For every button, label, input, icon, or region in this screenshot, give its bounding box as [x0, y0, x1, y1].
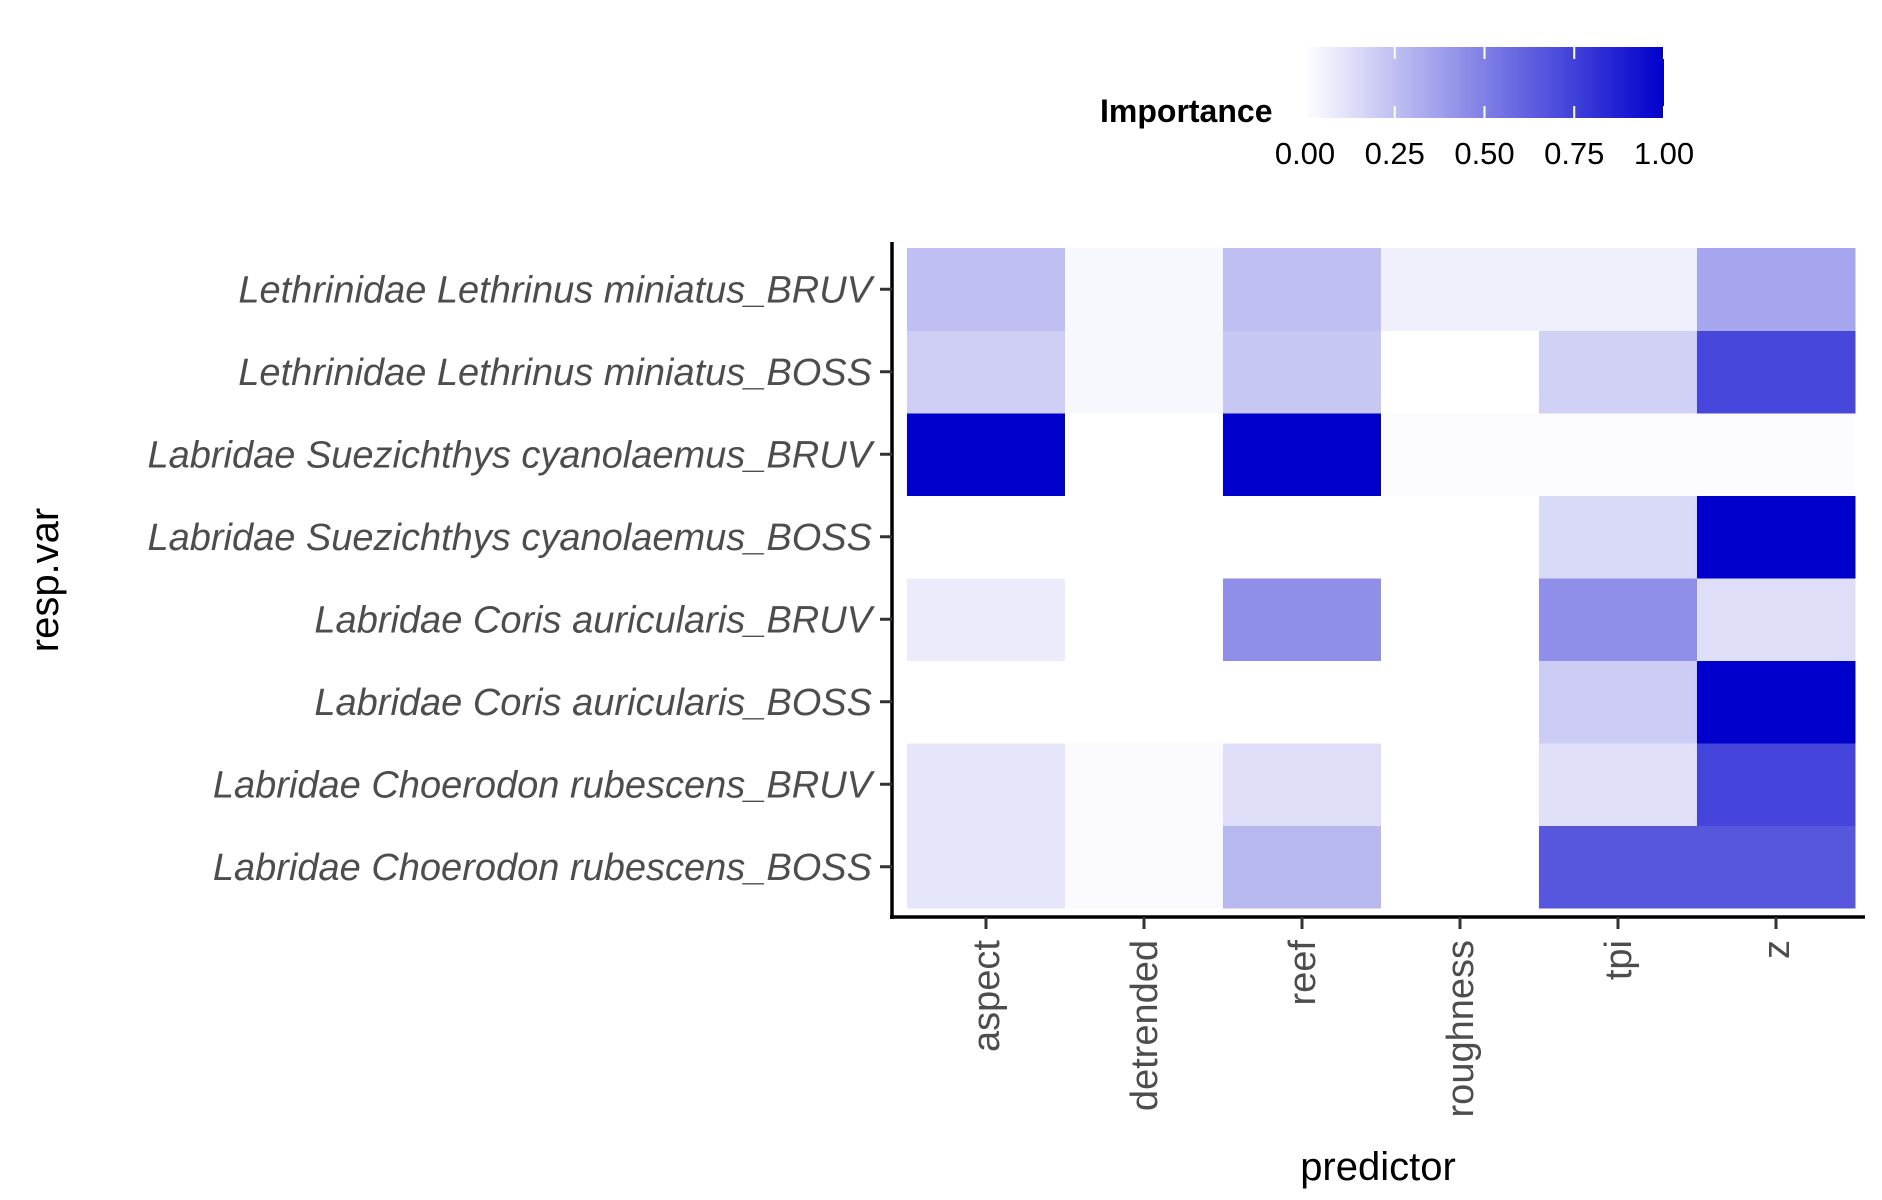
x-tick-label: aspect [966, 940, 1008, 1052]
heatmap-cell [1697, 743, 1856, 826]
y-axis-title: resp.var [23, 508, 67, 653]
y-tick-label: Labridae Coris auricularis_BOSS [314, 682, 872, 724]
y-tick-label: Lethrinidae Lethrinus miniatus_BRUV [238, 269, 875, 311]
heatmap-cell [1065, 660, 1224, 744]
legend-tick-label: 0.50 [1454, 136, 1514, 171]
heatmap-cell [1223, 248, 1382, 331]
heatmap-cell [1697, 248, 1856, 331]
heatmap-cell [1539, 578, 1698, 661]
heatmap-cell [1381, 578, 1540, 661]
x-tick-label: reef [1282, 940, 1324, 1006]
heatmap-cell [1697, 660, 1856, 744]
heatmap-cell [1223, 413, 1382, 496]
heatmap-cell [907, 743, 1066, 826]
heatmap-cell [1539, 413, 1698, 496]
heatmap-cell [1697, 413, 1856, 496]
x-axis-title: predictor [1300, 1145, 1456, 1189]
heatmap-cell [907, 248, 1066, 331]
heatmap-cell [1381, 743, 1540, 826]
x-tick-label: detrended [1124, 940, 1166, 1111]
heatmap-cell [1065, 743, 1224, 826]
y-tick-label: Lethrinidae Lethrinus miniatus_BOSS [238, 352, 872, 394]
heatmap-cell [907, 495, 1066, 579]
heatmap-cell [1223, 495, 1382, 579]
heatmap-cell [1381, 495, 1540, 579]
heatmap-cell [1381, 413, 1540, 496]
heatmap-cell [1223, 743, 1382, 826]
y-tick-label: Labridae Coris auricularis_BRUV [314, 599, 875, 641]
heatmap-cell [1381, 825, 1540, 909]
heatmap-cell [1223, 578, 1382, 661]
heatmap-cell [1539, 248, 1698, 331]
legend-tick-label: 0.00 [1275, 136, 1335, 171]
heatmap-cell [1381, 330, 1540, 414]
y-tick-label: Labridae Choerodon rubescens_BOSS [213, 847, 872, 889]
legend: Importance 0.00 0.25 0.50 0.75 1.00 [1100, 47, 1694, 171]
heatmap-cell [907, 578, 1066, 661]
x-tick-label: roughness [1440, 940, 1482, 1117]
heatmap-cell [1539, 495, 1698, 579]
y-tick-label: Labridae Suezichthys cyanolaemus_BOSS [147, 517, 872, 559]
heatmap-cell [907, 825, 1066, 909]
heatmap-cell [1697, 495, 1856, 579]
heatmap-cell [1065, 248, 1224, 331]
heatmap-cell [1539, 660, 1698, 744]
heatmap-cell [907, 660, 1066, 744]
heatmap-cell [1381, 660, 1540, 744]
heatmap-cell [1065, 330, 1224, 414]
heatmap-cell [1065, 578, 1224, 661]
x-tick-label: z [1756, 940, 1798, 959]
heatmap-cell [1065, 413, 1224, 496]
y-tick-label: Labridae Suezichthys cyanolaemus_BRUV [147, 434, 875, 476]
heatmap-cell [1065, 495, 1224, 579]
heatmap-cell [1381, 248, 1540, 331]
legend-ticks: 0.00 0.25 0.50 0.75 1.00 [1275, 47, 1694, 171]
heatmap-cell [1223, 660, 1382, 744]
x-axis-ticks: aspect detrended reef roughness tpi z [966, 917, 1798, 1117]
heatmap-cell [1223, 825, 1382, 909]
heatmap-cell [1539, 330, 1698, 414]
heatmap-cells [907, 248, 1856, 909]
heatmap-cell [1539, 743, 1698, 826]
heatmap-cell [907, 330, 1066, 414]
heatmap-cell [1697, 578, 1856, 661]
axes: Labridae Choerodon rubescens_BOSS Labrida… [147, 242, 1865, 1117]
heatmap-cell [1697, 825, 1856, 909]
legend-tick-label: 1.00 [1634, 136, 1694, 171]
heatmap-cell [1697, 330, 1856, 414]
heatmap-cell [1539, 825, 1698, 909]
legend-tick-label: 0.75 [1544, 136, 1604, 171]
heatmap-cell [907, 413, 1066, 496]
heatmap-cell [1223, 330, 1382, 414]
heatmap-cell [1065, 825, 1224, 909]
x-tick-label: tpi [1598, 940, 1640, 980]
y-axis-ticks: Labridae Choerodon rubescens_BOSS Labrida… [147, 269, 892, 889]
legend-title: Importance [1100, 93, 1272, 129]
legend-tick-label: 0.25 [1365, 136, 1425, 171]
y-tick-label: Labridae Choerodon rubescens_BRUV [213, 764, 876, 806]
